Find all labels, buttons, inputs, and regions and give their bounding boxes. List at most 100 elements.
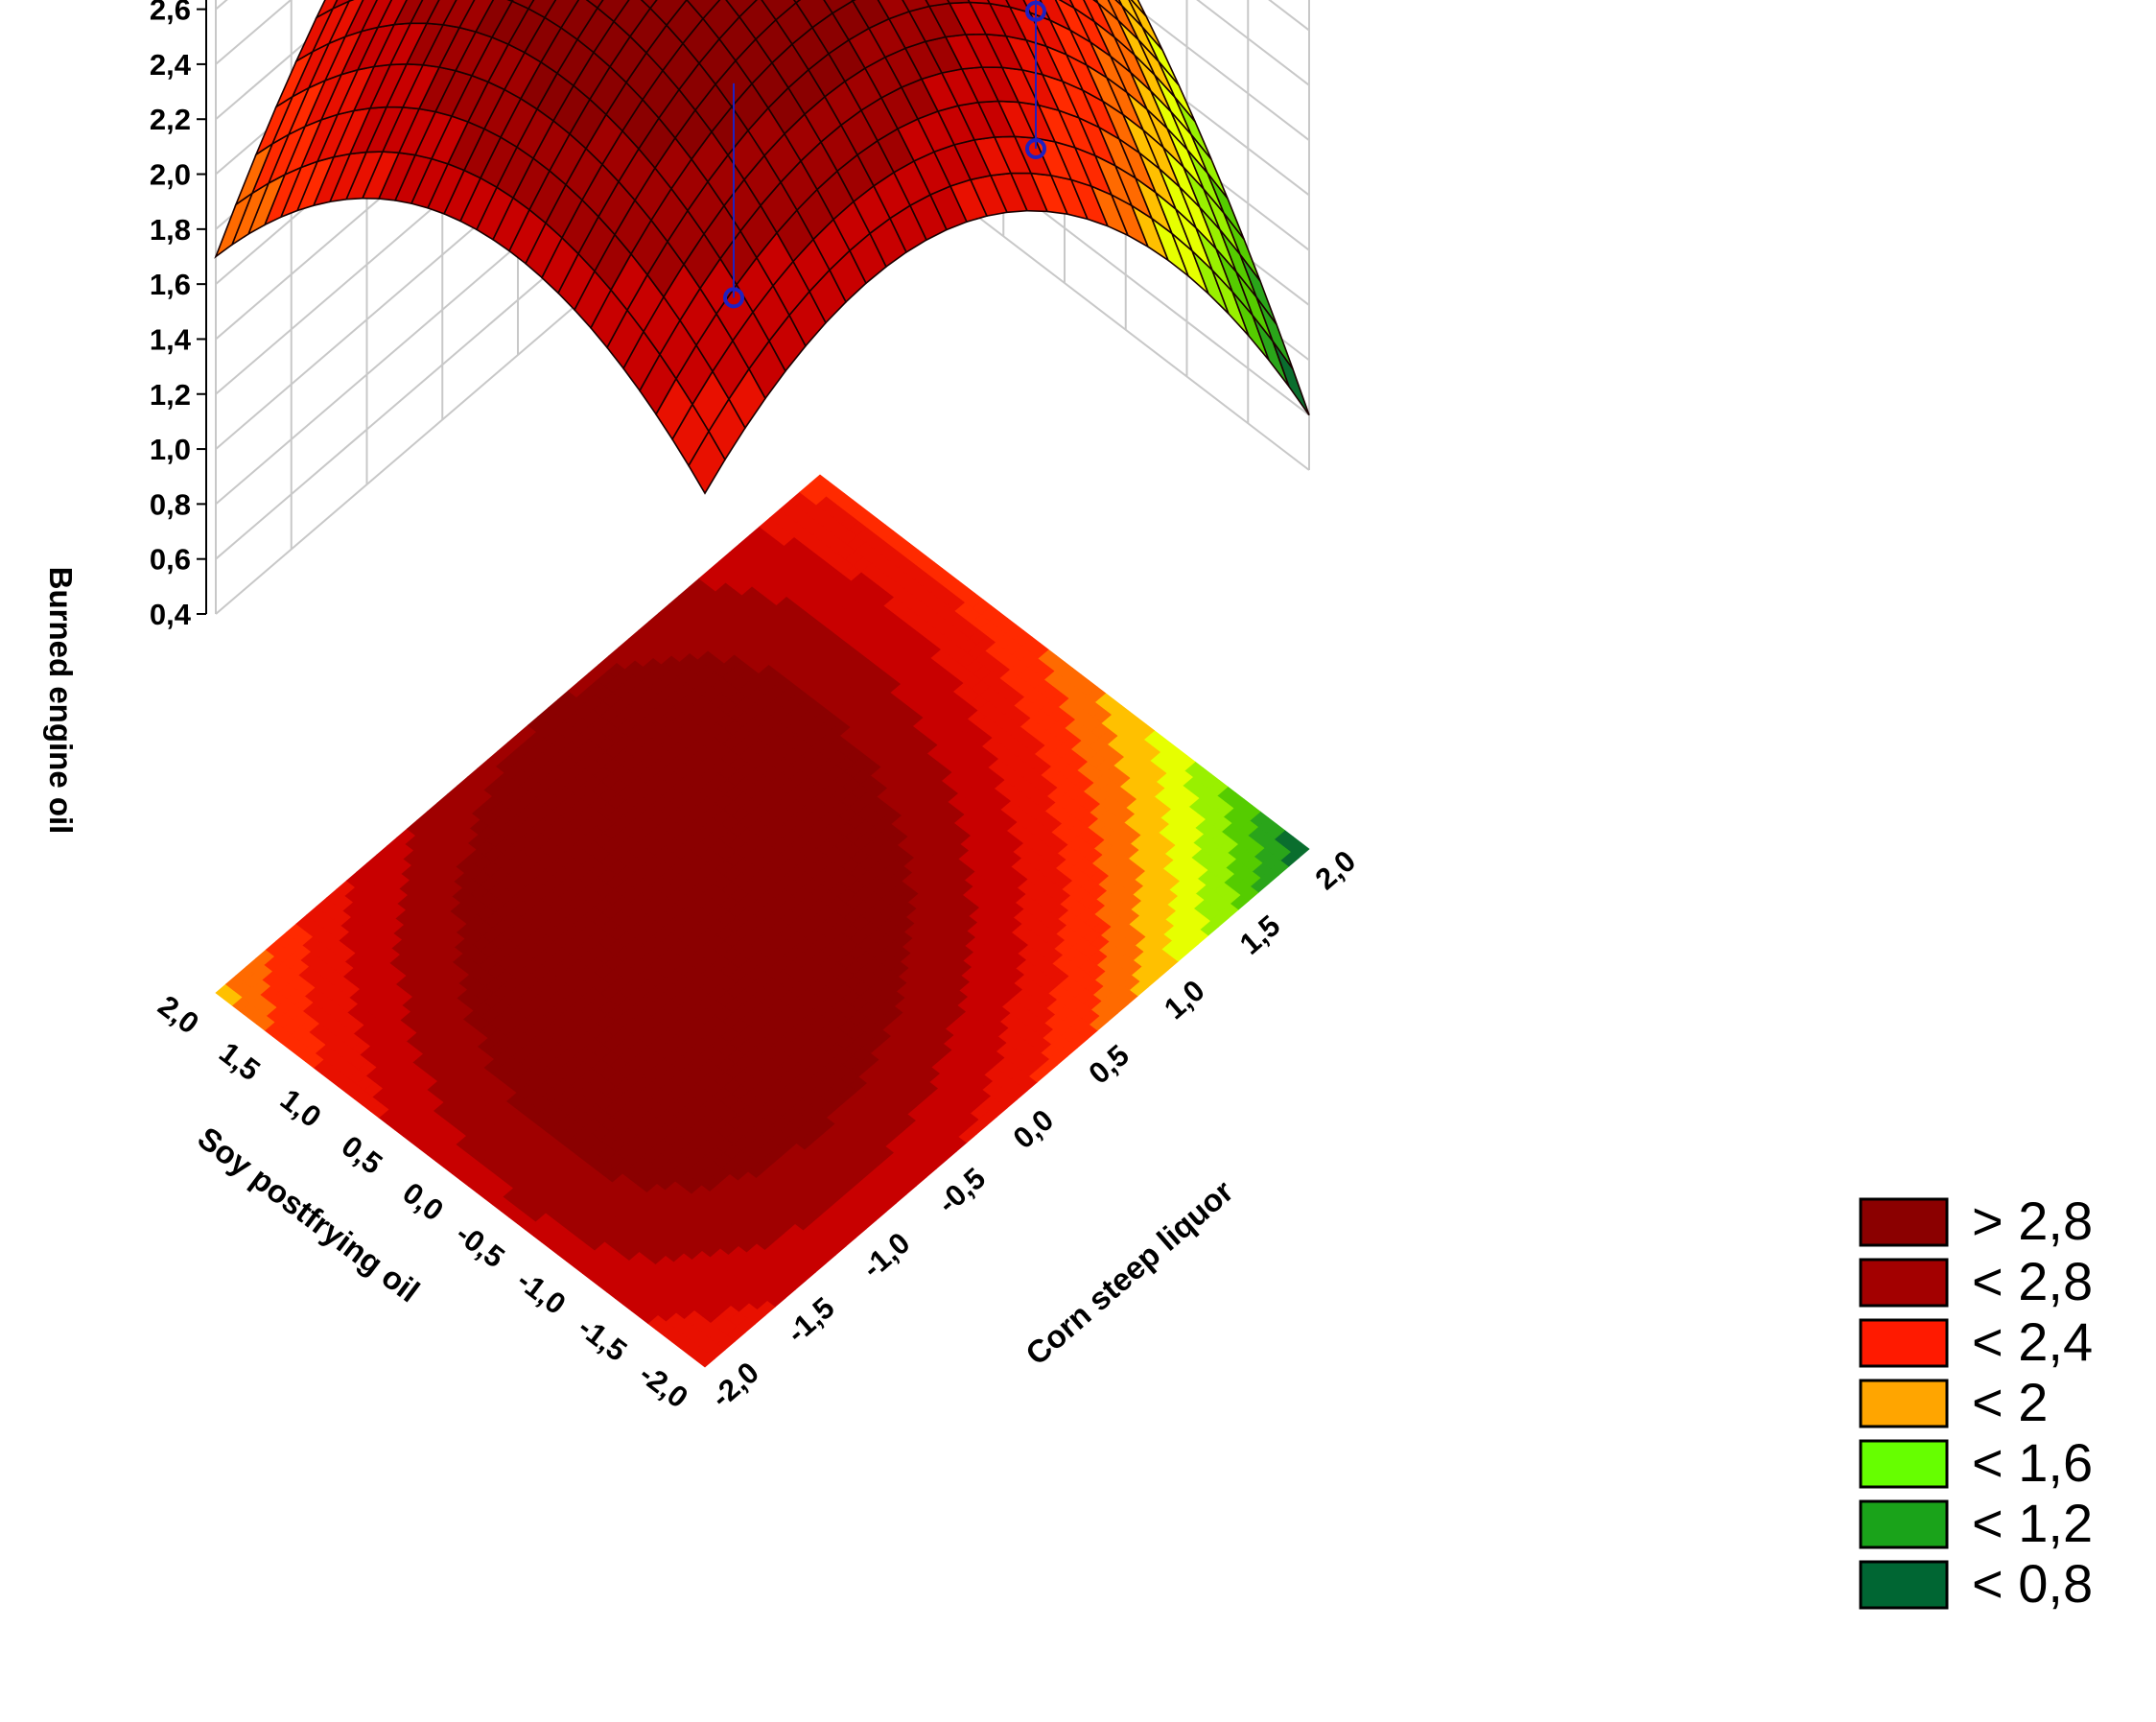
surface-cell bbox=[648, 0, 688, 27]
surface-cell bbox=[761, 0, 798, 21]
surface-cell bbox=[1118, 0, 1143, 28]
surface-cell bbox=[902, 0, 931, 12]
legend: > 2,8< 2,8< 2,4< 2< 1,6< 1,2< 0,8 bbox=[1859, 1191, 2093, 1614]
surface-cell bbox=[665, 0, 705, 45]
surface-cell bbox=[474, 0, 514, 38]
surface-cell bbox=[967, 0, 992, 5]
surface-cell bbox=[425, 0, 457, 26]
x-tick-label: -1,0 bbox=[855, 1226, 916, 1285]
surface-cell bbox=[360, 0, 393, 33]
surface-cell bbox=[510, 0, 535, 11]
legend-swatch bbox=[1859, 1258, 1949, 1308]
z-tick-label: 1,4 bbox=[150, 322, 192, 356]
z-axis-title: Burned engine oil bbox=[43, 567, 79, 835]
z-tick-label: 1,2 bbox=[150, 378, 191, 412]
x-tick-label: 1,0 bbox=[1158, 974, 1210, 1026]
surface-mesh bbox=[214, 0, 1310, 495]
y-tick-label: 2,0 bbox=[152, 989, 204, 1041]
legend-label: < 2,4 bbox=[1972, 1311, 2093, 1372]
surface-cell bbox=[794, 0, 834, 29]
legend-swatch bbox=[1859, 1197, 1949, 1247]
x-tick-label: 0,0 bbox=[1007, 1103, 1060, 1156]
legend-label: < 2 bbox=[1972, 1372, 2048, 1432]
surface-cell bbox=[331, 0, 351, 11]
surface-cell bbox=[543, 0, 580, 30]
surface-cell bbox=[1005, 0, 1032, 14]
y-tick-label: 1,0 bbox=[274, 1082, 327, 1134]
x-axis-title: Corn steep liquor bbox=[1019, 1173, 1240, 1372]
x-tick-label: 0,5 bbox=[1082, 1038, 1135, 1091]
surface-cell bbox=[640, 0, 658, 10]
surface-cell bbox=[506, 0, 514, 3]
y-tick-label: -1,0 bbox=[511, 1263, 573, 1321]
surface-cell bbox=[409, 0, 440, 25]
legend-swatch bbox=[1859, 1560, 1949, 1610]
surface-cell bbox=[457, 0, 495, 34]
surface-cell bbox=[527, 0, 557, 19]
z-tick-label: 0,8 bbox=[150, 487, 191, 521]
legend-label: < 1,6 bbox=[1972, 1432, 2093, 1493]
legend-swatch bbox=[1859, 1499, 1949, 1549]
z-tick-label: 0,6 bbox=[150, 543, 191, 577]
data-points bbox=[723, 0, 1046, 309]
y-tick-label: -0,5 bbox=[450, 1216, 511, 1274]
legend-label: < 0,8 bbox=[1972, 1553, 2093, 1614]
legend-swatch bbox=[1859, 1439, 1949, 1489]
surface-cell bbox=[1130, 0, 1147, 17]
y-tick-label: 0,0 bbox=[396, 1176, 449, 1228]
z-tick-label: 2,6 bbox=[150, 0, 191, 27]
surface-cell bbox=[1272, 341, 1310, 416]
surface-cell bbox=[793, 0, 802, 4]
legend-swatch bbox=[1859, 1318, 1949, 1368]
surface-cell bbox=[441, 0, 476, 29]
surface-cell bbox=[376, 0, 408, 29]
surface-cell bbox=[1092, 0, 1099, 4]
y-axis-title: Soy postfrying oil bbox=[192, 1120, 427, 1309]
surface-cell bbox=[315, 0, 339, 20]
surface-cell bbox=[343, 0, 378, 38]
z-tick-label: 1,0 bbox=[150, 433, 191, 466]
surface-cell bbox=[851, 0, 856, 2]
x-tick-label: -2,0 bbox=[705, 1356, 765, 1414]
surface-cell bbox=[686, 0, 721, 20]
surface-cell bbox=[596, 0, 630, 23]
surface-cell bbox=[987, 0, 1012, 9]
contour-projection bbox=[215, 474, 1310, 1368]
surface-cell bbox=[1039, 0, 1072, 33]
surface-cell bbox=[851, 0, 891, 30]
surface-cell bbox=[1095, 0, 1119, 21]
surface-cell bbox=[559, 0, 599, 41]
surface-cell bbox=[877, 0, 911, 20]
z-tick-label: 1,6 bbox=[150, 268, 191, 301]
surface-cell bbox=[701, 0, 741, 40]
x-tick-label: -1,5 bbox=[780, 1290, 840, 1349]
y-tick-label: 1,5 bbox=[213, 1035, 266, 1087]
y-tick-label: -1,5 bbox=[572, 1310, 633, 1368]
surface-cell bbox=[947, 0, 972, 5]
legend-label: < 1,2 bbox=[1972, 1493, 2093, 1553]
z-tick-label: 2,2 bbox=[150, 103, 191, 136]
contour-cell bbox=[808, 474, 830, 491]
surface-cell bbox=[585, 0, 604, 10]
surface-cell bbox=[738, 0, 778, 41]
x-tick-label: -0,5 bbox=[931, 1161, 992, 1219]
surface-cell bbox=[823, 0, 855, 14]
y-tick-label: 0,5 bbox=[336, 1129, 388, 1181]
surface-cell bbox=[392, 0, 424, 26]
surface-cell bbox=[925, 0, 951, 8]
x-tick-label: 2,0 bbox=[1309, 844, 1362, 897]
z-tick-label: 2,4 bbox=[150, 48, 192, 82]
legend-swatch bbox=[1859, 1379, 1949, 1428]
surface-cell bbox=[725, 0, 758, 18]
legend-label: > 2,8 bbox=[1972, 1191, 2093, 1251]
data-point bbox=[723, 287, 744, 309]
x-tick-label: 1,5 bbox=[1233, 908, 1286, 961]
z-tick-label: 0,4 bbox=[150, 598, 192, 631]
z-tick-label: 1,8 bbox=[150, 213, 191, 247]
surface-cell bbox=[1068, 0, 1097, 24]
z-tick-label: 2,0 bbox=[150, 158, 191, 192]
legend-label: < 2,8 bbox=[1972, 1251, 2093, 1311]
data-point bbox=[1025, 138, 1046, 159]
y-tick-label: -2,0 bbox=[633, 1356, 694, 1414]
